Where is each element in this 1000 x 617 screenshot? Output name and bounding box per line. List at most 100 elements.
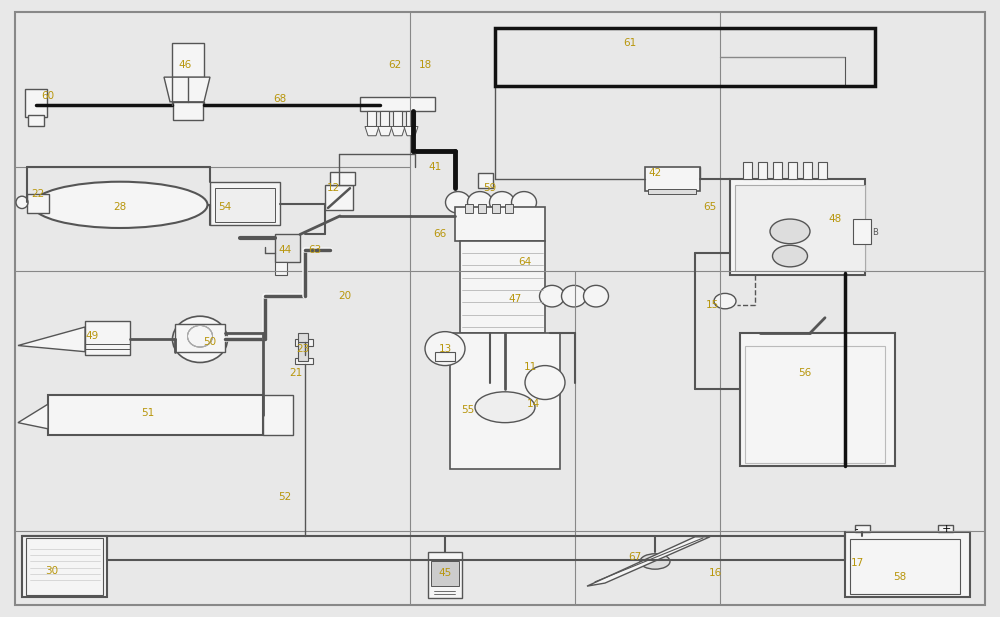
Text: 44: 44 (278, 245, 292, 255)
Text: 60: 60 (41, 91, 55, 101)
Text: 59: 59 (483, 183, 497, 193)
Bar (275, 262, 287, 275)
Bar (28, 115, 44, 126)
Text: 15: 15 (705, 300, 719, 310)
Text: 22: 22 (31, 189, 45, 199)
Bar (26, 538, 103, 595)
Bar (393, 111, 402, 126)
Bar (295, 358, 313, 364)
Text: 11: 11 (523, 362, 537, 372)
Bar (743, 162, 752, 179)
Bar (478, 173, 493, 188)
Bar (406, 111, 415, 126)
Bar (855, 525, 870, 532)
Ellipse shape (540, 285, 564, 307)
Text: 18: 18 (418, 60, 432, 70)
Bar (172, 43, 204, 77)
Text: 62: 62 (388, 60, 402, 70)
Ellipse shape (512, 191, 536, 213)
Ellipse shape (640, 554, 670, 569)
Bar (275, 234, 300, 262)
Text: 67: 67 (628, 552, 642, 562)
Text: B: B (872, 228, 878, 237)
Bar (803, 162, 812, 179)
Bar (740, 333, 895, 466)
Polygon shape (18, 404, 48, 429)
Text: 49: 49 (85, 331, 99, 341)
Text: 68: 68 (273, 94, 287, 104)
Text: 63: 63 (308, 245, 322, 255)
Ellipse shape (562, 285, 586, 307)
Text: 20: 20 (338, 291, 352, 301)
Bar (455, 207, 545, 241)
Bar (788, 162, 797, 179)
Bar (210, 182, 280, 225)
Polygon shape (378, 126, 392, 136)
Bar (758, 162, 767, 179)
Text: 61: 61 (623, 38, 637, 48)
Text: 46: 46 (178, 60, 192, 70)
Ellipse shape (173, 316, 228, 362)
Bar (330, 172, 355, 185)
Bar (380, 111, 389, 126)
Bar (431, 561, 459, 586)
Polygon shape (587, 537, 710, 586)
Bar (495, 28, 875, 86)
Ellipse shape (772, 245, 808, 267)
Polygon shape (365, 126, 379, 136)
Polygon shape (164, 77, 210, 102)
Bar (428, 552, 462, 598)
Text: -: - (854, 524, 858, 534)
Text: 50: 50 (203, 337, 217, 347)
Ellipse shape (714, 294, 736, 308)
Text: +: + (941, 524, 951, 534)
Bar (22, 536, 107, 597)
Text: 14: 14 (526, 399, 540, 409)
Ellipse shape (584, 285, 608, 307)
Bar (27, 194, 49, 213)
Bar (773, 162, 782, 179)
Bar (367, 111, 376, 126)
Bar (648, 189, 696, 194)
Bar (745, 346, 885, 463)
Text: 56: 56 (798, 368, 812, 378)
Bar (818, 162, 827, 179)
Bar (465, 204, 473, 213)
Text: 54: 54 (218, 202, 232, 212)
Text: 64: 64 (518, 257, 532, 267)
Text: 21: 21 (289, 368, 303, 378)
Bar (850, 539, 960, 594)
Text: 55: 55 (461, 405, 475, 415)
Bar (460, 241, 545, 333)
Bar (325, 185, 353, 210)
Text: 23: 23 (296, 344, 310, 354)
Text: 28: 28 (113, 202, 127, 212)
Bar (450, 333, 560, 469)
Text: 41: 41 (428, 162, 442, 172)
Bar (298, 342, 308, 361)
Bar (938, 525, 953, 532)
Ellipse shape (446, 191, 471, 213)
Text: 52: 52 (278, 492, 292, 502)
Bar (478, 204, 486, 213)
Polygon shape (391, 126, 405, 136)
Text: 13: 13 (438, 344, 452, 354)
Text: 51: 51 (141, 408, 155, 418)
Polygon shape (404, 126, 418, 136)
Bar (735, 185, 865, 271)
Ellipse shape (425, 332, 465, 365)
Bar (173, 102, 203, 120)
Bar (175, 324, 225, 352)
Ellipse shape (490, 191, 514, 213)
Bar (215, 188, 275, 222)
Ellipse shape (16, 196, 28, 209)
Bar (645, 167, 700, 191)
Polygon shape (18, 327, 85, 352)
Text: 47: 47 (508, 294, 522, 304)
Bar (492, 204, 500, 213)
Text: 16: 16 (708, 568, 722, 578)
Bar (48, 395, 263, 435)
Text: 30: 30 (45, 566, 59, 576)
Bar (295, 339, 313, 346)
Bar (85, 321, 130, 355)
